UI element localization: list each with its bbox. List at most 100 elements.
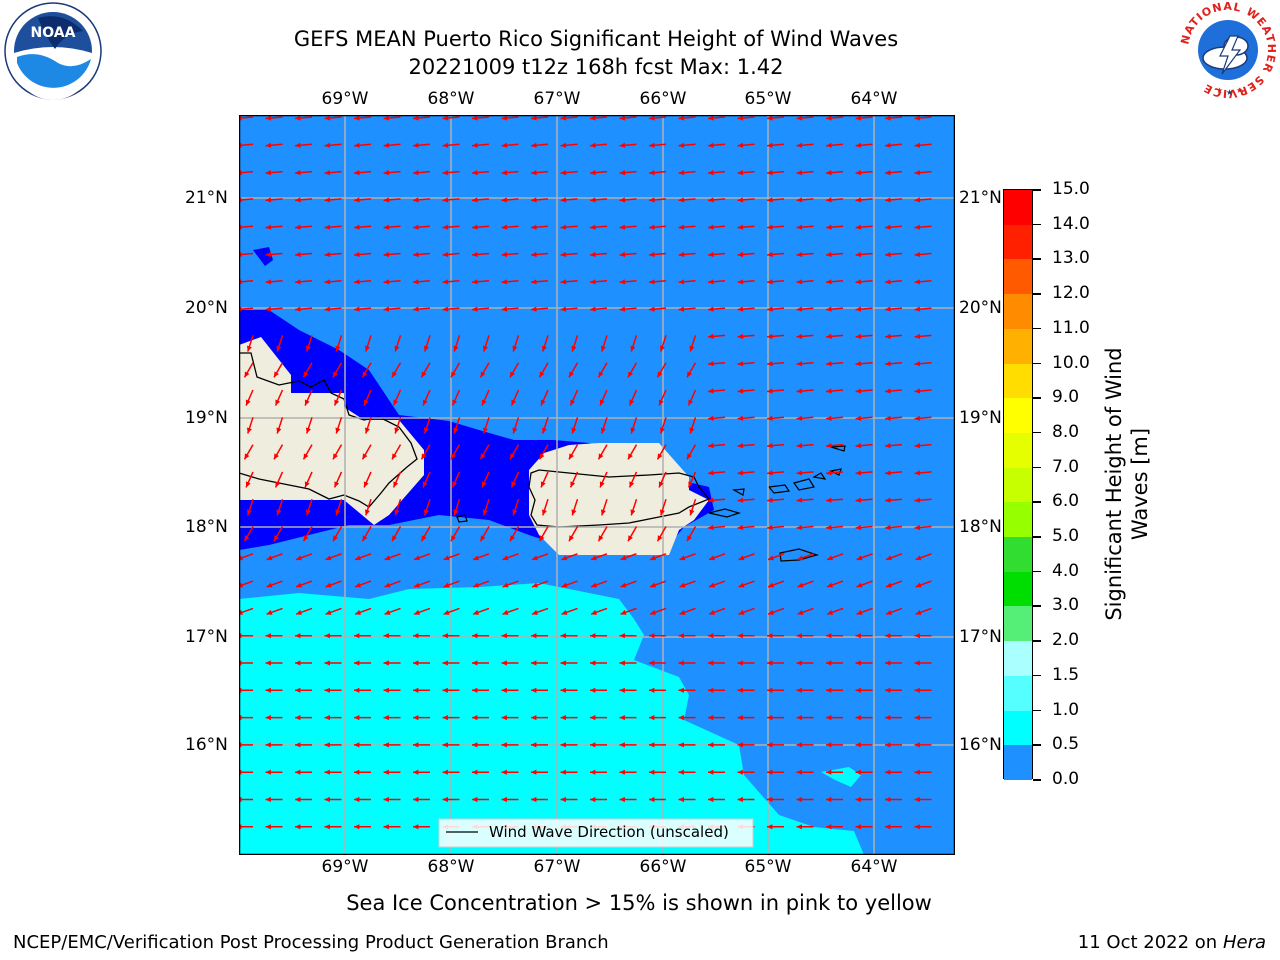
wind-arrow-head: [885, 388, 891, 394]
wind-arrow-head: [659, 509, 665, 516]
wind-arrow-head: [569, 535, 574, 542]
wind-arrow-head: [650, 582, 656, 588]
wind-arrow-head: [472, 251, 478, 258]
island: [732, 488, 745, 496]
wind-arrow-head: [453, 509, 459, 516]
wind-arrow-head: [304, 399, 310, 406]
wind-arrow-head: [481, 481, 487, 488]
wind-arrow-head: [590, 714, 596, 721]
lat-label-left: 19°N: [185, 408, 228, 428]
wind-arrow-head: [413, 796, 419, 803]
wind-arrow-head: [480, 371, 486, 378]
wind-arrow-head: [541, 509, 547, 516]
wind-arrow-head: [512, 427, 518, 434]
wind-arrow-head: [826, 742, 832, 748]
wind-arrow-head: [678, 714, 684, 721]
wind-arrow-head: [295, 796, 301, 803]
wind-arrow-head: [324, 824, 330, 830]
lon-label-bottom: 65°W: [744, 857, 792, 877]
wind-arrow-head: [796, 142, 803, 148]
wind-arrow-head: [914, 279, 921, 285]
wind-arrow-head: [295, 687, 301, 693]
wind-arrow-head: [708, 443, 714, 449]
lon-label-bottom: 69°W: [321, 857, 369, 877]
map-frame: [239, 115, 955, 855]
wind-arrow-head: [510, 453, 515, 460]
wind-arrow-head: [324, 170, 331, 176]
island: [830, 445, 846, 452]
wind-arrow-head: [619, 769, 625, 775]
wind-arrow-head: [394, 427, 400, 434]
lon-label-top: 67°W: [533, 89, 581, 109]
wind-arrow-head: [384, 609, 391, 615]
wind-arrow-head: [619, 633, 625, 639]
wind-arrow-head: [265, 769, 271, 775]
colorbar-tick-label: 9.0: [1052, 387, 1080, 408]
wind-arrow-head: [501, 633, 507, 639]
wind-arrow-head: [826, 796, 832, 803]
wind-arrow-head: [855, 443, 862, 449]
wind-arrow-head: [885, 170, 891, 176]
wind-arrow-head: [384, 555, 391, 561]
wind-arrow-head: [796, 333, 803, 340]
wind-arrow-head: [531, 742, 537, 748]
wind-arrow-head: [413, 115, 419, 121]
wind-arrow-head: [502, 609, 509, 615]
wind-arrow-head: [767, 470, 773, 476]
wind-arrow-head: [324, 279, 331, 285]
wind-arrow-head: [619, 660, 625, 666]
wind-arrow-head: [855, 497, 862, 503]
wind-arrow-head: [914, 306, 921, 312]
wind-arrow-head: [678, 660, 684, 666]
wind-arrow-head: [826, 388, 832, 394]
wind-arrow-head: [796, 279, 803, 285]
wind-arrow-head: [333, 535, 338, 542]
wind-arrow-head: [413, 742, 419, 748]
wind-arrow-head: [383, 714, 389, 721]
wind-arrow-head: [826, 115, 832, 121]
wind-arrow-head: [512, 345, 518, 352]
wind-arrow-head: [628, 453, 633, 460]
wind-arrow-head: [246, 427, 252, 434]
wind-arrow-head: [708, 742, 714, 748]
wind-arrow-head: [885, 470, 891, 476]
wind-arrow-head: [827, 555, 833, 561]
wind-arrow-head: [600, 345, 606, 352]
noaa-logo: NOAA: [4, 2, 102, 100]
wind-arrow-head: [265, 142, 272, 148]
wind-arrow-head: [383, 742, 389, 748]
wind-arrow-head: [649, 170, 655, 176]
wind-arrow-head: [531, 170, 537, 176]
wind-arrow-head: [413, 224, 419, 230]
wind-arrow-head: [708, 333, 714, 340]
footer-date-text: 11 Oct 2022 on: [1077, 932, 1223, 953]
wind-arrow-head: [826, 415, 832, 421]
wind-arrow-head: [826, 279, 832, 285]
colorbar-tick-label: 14.0: [1052, 213, 1090, 234]
wind-arrow-head: [354, 742, 360, 748]
wind-arrow-head: [767, 333, 773, 340]
wind-arrow-head: [295, 824, 301, 830]
wind-arrow-head: [422, 399, 428, 406]
wind-arrow-head: [560, 660, 566, 666]
wind-arrow-head: [826, 224, 832, 230]
wind-arrow-head: [512, 509, 518, 516]
wind-arrow-head: [481, 399, 487, 406]
wind-arrow-head: [571, 509, 577, 516]
lon-label-bottom: 66°W: [639, 857, 687, 877]
colorbar-segment: [1004, 745, 1032, 781]
chart-title-line2: 20221009 t12z 168h fcst Max: 1.42: [408, 55, 784, 79]
wind-arrow-head: [413, 197, 419, 203]
wind-arrow-head: [767, 824, 773, 830]
wind-arrow-head: [827, 582, 833, 588]
coastline: [239, 352, 418, 508]
wind-arrow-head: [501, 742, 507, 748]
wind-arrow-head: [472, 115, 478, 121]
wind-arrow-head: [678, 115, 685, 121]
island: [708, 508, 742, 518]
wind-arrow-head: [383, 769, 389, 775]
wind-arrow-head: [364, 427, 370, 434]
wind-arrow-head: [442, 633, 448, 639]
colorbar-segment: [1004, 571, 1032, 607]
colorbar-tick-mark: [1033, 570, 1041, 573]
